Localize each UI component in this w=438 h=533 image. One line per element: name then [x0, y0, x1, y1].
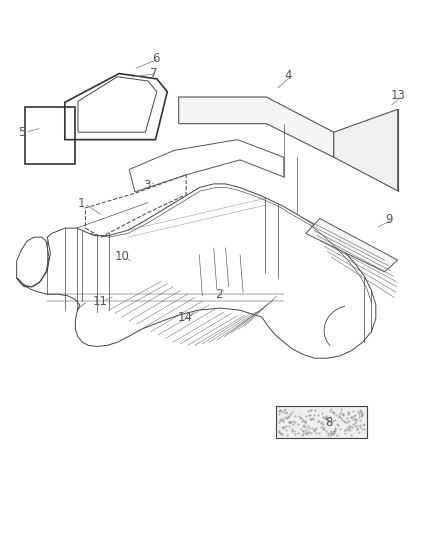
Text: 14: 14	[177, 311, 192, 324]
Text: 8: 8	[326, 416, 333, 429]
Text: 13: 13	[391, 90, 406, 102]
Text: 7: 7	[149, 67, 157, 80]
Text: 5: 5	[18, 126, 25, 139]
Text: 6: 6	[152, 52, 159, 65]
Text: 11: 11	[92, 295, 107, 308]
Polygon shape	[179, 97, 334, 157]
Text: 3: 3	[143, 179, 150, 192]
Text: 9: 9	[385, 213, 393, 226]
Polygon shape	[306, 219, 398, 272]
FancyBboxPatch shape	[276, 406, 367, 438]
Text: 10: 10	[114, 251, 129, 263]
Text: 4: 4	[284, 69, 292, 82]
Text: 2: 2	[215, 288, 223, 301]
Polygon shape	[334, 109, 398, 191]
Text: 1: 1	[77, 197, 85, 210]
